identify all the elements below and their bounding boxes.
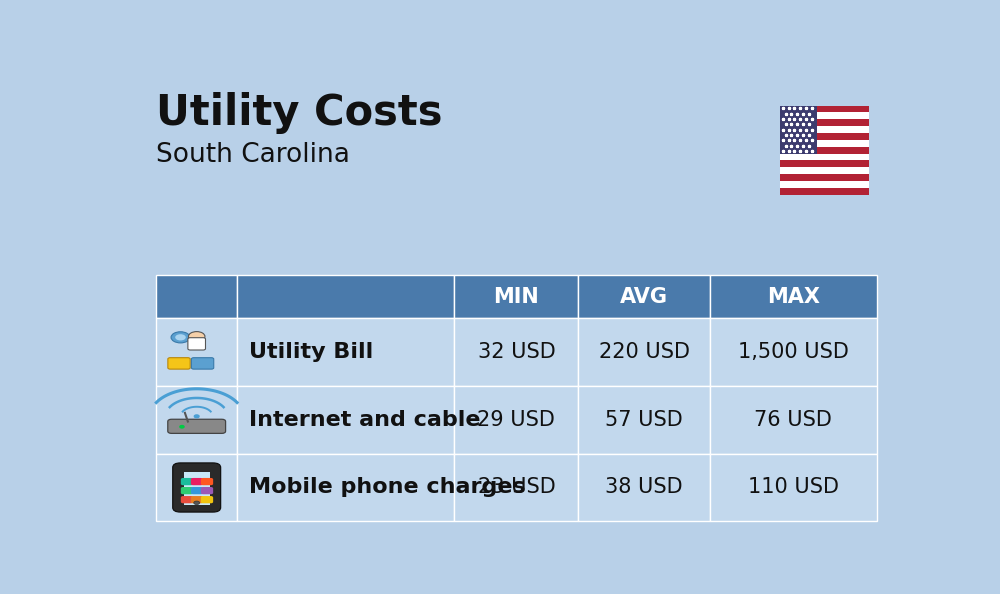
FancyBboxPatch shape	[156, 454, 237, 522]
Circle shape	[180, 425, 184, 428]
FancyBboxPatch shape	[181, 487, 193, 494]
Text: MAX: MAX	[767, 286, 820, 307]
FancyBboxPatch shape	[780, 112, 869, 119]
Text: 38 USD: 38 USD	[605, 478, 683, 498]
Circle shape	[175, 334, 186, 340]
FancyBboxPatch shape	[454, 386, 578, 454]
FancyBboxPatch shape	[780, 154, 869, 160]
Text: 220 USD: 220 USD	[599, 342, 690, 362]
FancyBboxPatch shape	[780, 168, 869, 174]
Circle shape	[171, 332, 190, 343]
FancyBboxPatch shape	[780, 133, 869, 140]
FancyBboxPatch shape	[181, 496, 193, 503]
FancyBboxPatch shape	[780, 140, 869, 147]
FancyBboxPatch shape	[780, 174, 869, 181]
Text: Utility Bill: Utility Bill	[249, 342, 373, 362]
Circle shape	[194, 415, 199, 418]
FancyBboxPatch shape	[237, 454, 454, 522]
FancyBboxPatch shape	[156, 275, 237, 318]
Circle shape	[194, 501, 200, 504]
FancyBboxPatch shape	[780, 181, 869, 188]
FancyBboxPatch shape	[780, 126, 869, 133]
FancyBboxPatch shape	[780, 147, 869, 154]
FancyBboxPatch shape	[237, 318, 454, 386]
FancyBboxPatch shape	[201, 487, 213, 494]
Text: South Carolina: South Carolina	[156, 142, 350, 168]
FancyBboxPatch shape	[454, 318, 578, 386]
Text: Utility Costs: Utility Costs	[156, 92, 442, 134]
Text: Internet and cable: Internet and cable	[249, 410, 480, 430]
Text: 29 USD: 29 USD	[477, 410, 555, 430]
FancyBboxPatch shape	[454, 275, 578, 318]
FancyBboxPatch shape	[191, 358, 214, 369]
Text: Mobile phone charges: Mobile phone charges	[249, 478, 526, 498]
FancyBboxPatch shape	[201, 478, 213, 485]
FancyBboxPatch shape	[578, 386, 710, 454]
FancyBboxPatch shape	[710, 454, 877, 522]
FancyBboxPatch shape	[156, 386, 237, 454]
Circle shape	[188, 331, 205, 342]
Text: MIN: MIN	[494, 286, 539, 307]
FancyBboxPatch shape	[780, 106, 869, 112]
FancyBboxPatch shape	[710, 386, 877, 454]
Text: 1,500 USD: 1,500 USD	[738, 342, 849, 362]
FancyBboxPatch shape	[184, 472, 210, 504]
Text: 23 USD: 23 USD	[478, 478, 555, 498]
Text: AVG: AVG	[620, 286, 668, 307]
FancyBboxPatch shape	[173, 463, 221, 512]
FancyBboxPatch shape	[168, 419, 226, 434]
Text: 32 USD: 32 USD	[478, 342, 555, 362]
FancyBboxPatch shape	[578, 318, 710, 386]
FancyBboxPatch shape	[201, 496, 213, 503]
FancyBboxPatch shape	[454, 454, 578, 522]
FancyBboxPatch shape	[237, 275, 454, 318]
FancyBboxPatch shape	[780, 160, 869, 168]
FancyBboxPatch shape	[780, 188, 869, 195]
FancyBboxPatch shape	[237, 386, 454, 454]
Text: 76 USD: 76 USD	[755, 410, 832, 430]
FancyBboxPatch shape	[710, 275, 877, 318]
FancyBboxPatch shape	[181, 478, 193, 485]
FancyBboxPatch shape	[578, 454, 710, 522]
FancyBboxPatch shape	[780, 106, 817, 154]
FancyBboxPatch shape	[710, 318, 877, 386]
FancyBboxPatch shape	[168, 358, 190, 369]
FancyBboxPatch shape	[191, 487, 203, 494]
Text: 110 USD: 110 USD	[748, 478, 839, 498]
FancyBboxPatch shape	[156, 318, 237, 386]
Text: 57 USD: 57 USD	[605, 410, 683, 430]
FancyBboxPatch shape	[191, 478, 203, 485]
FancyBboxPatch shape	[578, 275, 710, 318]
FancyBboxPatch shape	[780, 119, 869, 126]
FancyBboxPatch shape	[191, 496, 203, 503]
FancyBboxPatch shape	[188, 338, 205, 350]
